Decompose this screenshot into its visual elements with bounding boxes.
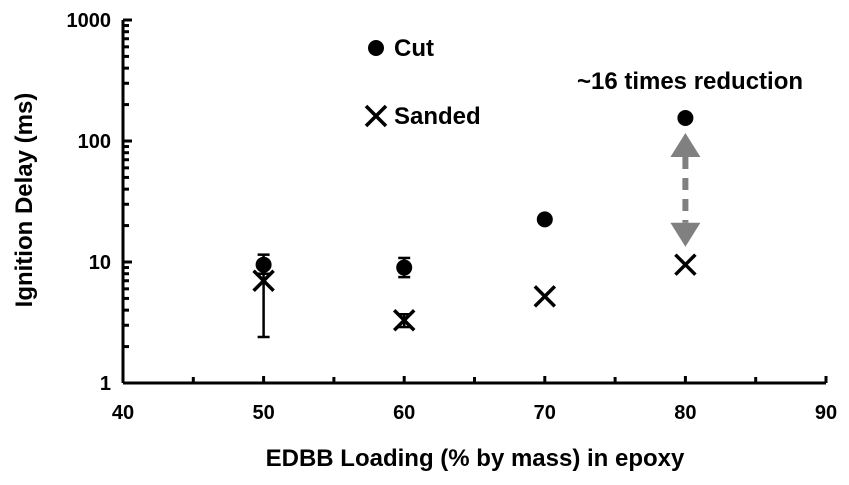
data-point-sanded <box>533 285 557 308</box>
arrow-down-head <box>670 222 701 247</box>
legend-marker-sanded-stroke <box>364 104 388 128</box>
arrow-up-head <box>670 132 701 157</box>
data-point-sanded <box>252 269 275 292</box>
y-tick-label: 100 <box>78 131 111 153</box>
legend-label-sanded: Sanded <box>394 103 481 130</box>
data-point-cut <box>396 259 413 276</box>
annotation-text: ~16 times reduction <box>577 68 803 95</box>
y-axis-title: Ignition Delay (ms) <box>11 93 38 308</box>
data-point-sanded-stroke <box>674 253 697 276</box>
data-point-sanded-stroke <box>252 269 275 292</box>
data-point-cut <box>536 211 553 228</box>
data-point-sanded <box>674 253 697 276</box>
data-point-cut <box>677 109 694 126</box>
x-tick-label: 60 <box>393 402 415 424</box>
legend-marker-cut <box>368 40 384 56</box>
x-axis-title: EDBB Loading (% by mass) in epoxy <box>266 445 685 472</box>
x-tick-label: 90 <box>815 402 837 424</box>
x-tick-label: 70 <box>534 402 556 424</box>
y-tick-label: 1 <box>100 373 111 395</box>
data-point-sanded-stroke <box>392 309 416 332</box>
y-tick-label: 1000 <box>67 10 112 32</box>
data-point-sanded-stroke <box>533 285 557 308</box>
data-point-sanded <box>392 309 416 332</box>
legend-marker-sanded <box>364 104 388 128</box>
x-tick-label: 40 <box>112 402 134 424</box>
x-tick-label: 50 <box>252 402 274 424</box>
x-tick-label: 80 <box>674 402 696 424</box>
y-tick-label: 10 <box>89 252 111 274</box>
legend-label-cut: Cut <box>394 35 434 62</box>
